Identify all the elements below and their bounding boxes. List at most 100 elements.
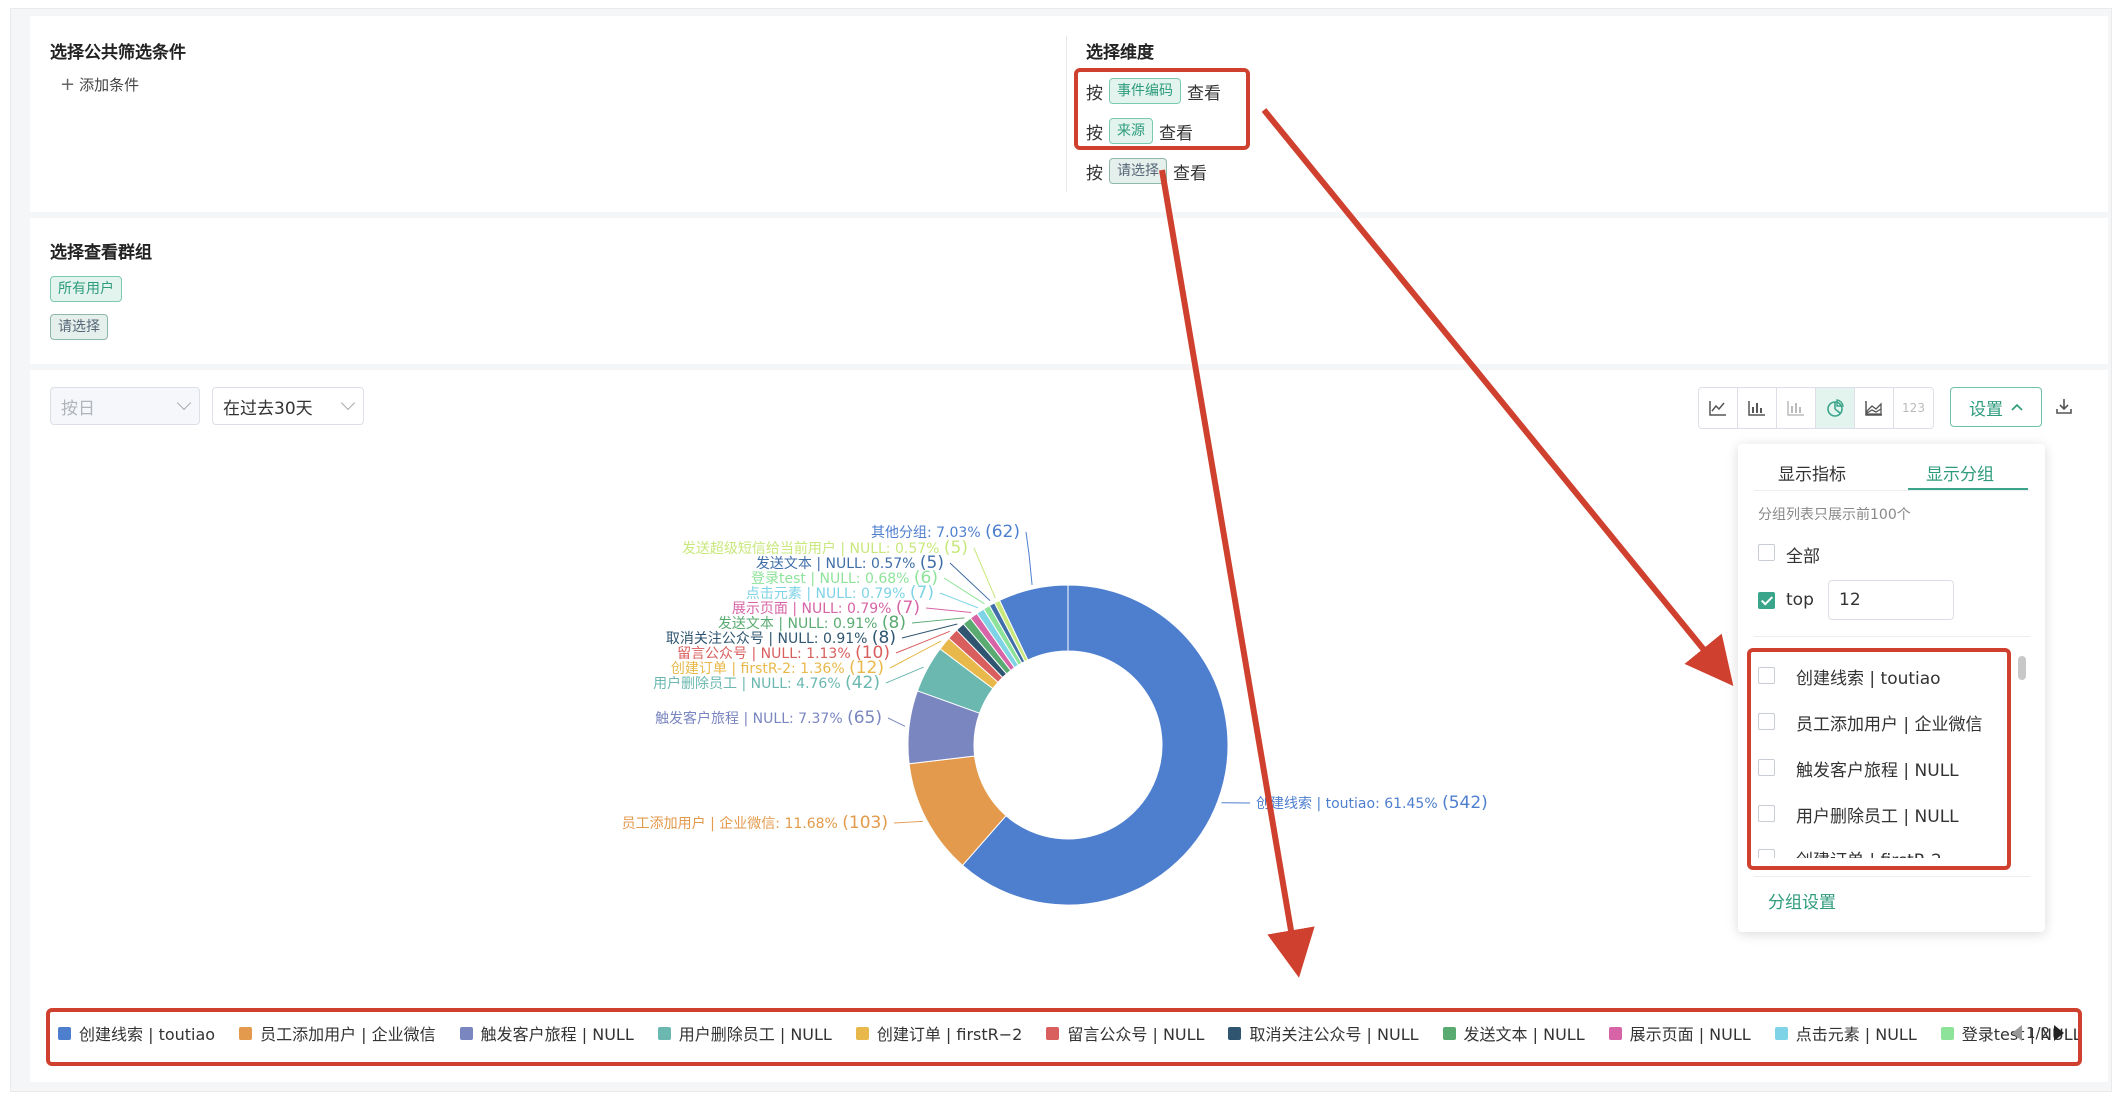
legend-item[interactable]: 用户删除员工 | NULL: [657, 1021, 832, 1045]
time-range-select[interactable]: 在过去30天: [212, 387, 364, 425]
number-button[interactable]: 123: [1894, 388, 1933, 428]
legend-item[interactable]: 取消关注公众号 | NULL: [1228, 1021, 1419, 1045]
granularity-value: 按日: [61, 398, 95, 419]
chevron-down-icon: [176, 395, 192, 411]
legend-label: 取消关注公众号 | NULL: [1249, 1025, 1419, 1044]
chart-legend: 创建线索 | toutiao 员工添加用户 | 企业微信 触发客户旅程 | NULL…: [48, 1008, 2082, 1058]
dimension-suffix: 查看: [1173, 163, 1207, 184]
legend-label: 留言公众号 | NULL: [1067, 1025, 1205, 1044]
tab-show-groups[interactable]: 显示分组: [1926, 465, 1994, 485]
dimension-suffix: 查看: [1187, 83, 1221, 104]
plus-icon: +: [60, 74, 76, 95]
legend-swatch: [1046, 1026, 1060, 1040]
dimension-prefix: 按: [1086, 123, 1103, 144]
number-icon: 123: [1902, 401, 1925, 415]
group-item-label: 创建订单 | firstR-2: [1796, 846, 1942, 858]
group-checkbox[interactable]: [1758, 713, 1775, 730]
line-chart-icon: [1709, 401, 1726, 416]
legend-swatch: [855, 1026, 869, 1040]
group-checkbox[interactable]: [1758, 849, 1775, 858]
legend-item[interactable]: 点击元素 | NULL: [1774, 1021, 1917, 1045]
list-divider: [1754, 636, 2030, 637]
legend-swatch: [657, 1026, 671, 1040]
group-limit-hint: 分组列表只展示前100个: [1758, 507, 1911, 523]
area-chart-button[interactable]: [1855, 388, 1894, 428]
legend-swatch: [459, 1026, 473, 1040]
legend-page-indicator: 1/2: [2026, 1024, 2051, 1042]
legend-swatch: [1442, 1026, 1456, 1040]
legend-label: 发送文本 | NULL: [1463, 1025, 1585, 1044]
dimension-tag-select[interactable]: 请选择: [1109, 158, 1167, 184]
tab-show-metrics[interactable]: 显示指标: [1778, 465, 1846, 485]
dimension-row: 按 事件编码 查看: [1086, 78, 1221, 104]
legend-label: 点击元素 | NULL: [1795, 1025, 1917, 1044]
legend-item[interactable]: 创建线索 | toutiao: [58, 1021, 215, 1045]
filter-title: 选择公共筛选条件: [50, 43, 186, 63]
dimension-suffix: 查看: [1159, 123, 1193, 144]
legend-item[interactable]: 发送文本 | NULL: [1442, 1021, 1585, 1045]
group-settings-link[interactable]: 分组设置: [1768, 893, 1836, 913]
dimension-row: 按 请选择 查看: [1086, 158, 1207, 184]
legend-swatch: [1228, 1026, 1242, 1040]
legend-label: 员工添加用户 | 企业微信: [260, 1025, 436, 1044]
chevron-up-icon: [2011, 403, 2023, 411]
legend-swatch: [1774, 1026, 1788, 1040]
dimension-title: 选择维度: [1086, 43, 1154, 63]
legend-swatch: [239, 1026, 253, 1040]
download-button[interactable]: [2054, 396, 2076, 418]
legend-item[interactable]: 触发客户旅程 | NULL: [459, 1021, 634, 1045]
legend-label: 创建线索 | toutiao: [79, 1025, 216, 1044]
chart-type-switcher: 123: [1698, 387, 1934, 429]
pie-chart-button[interactable]: [1816, 388, 1855, 428]
add-condition-button[interactable]: + 添加条件: [60, 74, 139, 95]
top-label: top: [1786, 590, 1814, 610]
top-checkbox[interactable]: [1758, 592, 1775, 609]
settings-button[interactable]: 设置: [1950, 387, 2042, 427]
legend-label: 触发客户旅程 | NULL: [480, 1025, 634, 1044]
group-tag-all-users[interactable]: 所有用户: [50, 276, 122, 302]
legend-next-icon[interactable]: [2054, 1025, 2065, 1041]
group-title: 选择查看群组: [50, 243, 152, 263]
legend-label: 展示页面 | NULL: [1629, 1025, 1751, 1044]
group-checkbox[interactable]: [1758, 759, 1775, 776]
legend-pager: 1/2: [2012, 1024, 2065, 1042]
group-item-label: 触发客户旅程 | NULL: [1796, 761, 1959, 781]
legend-item[interactable]: 员工添加用户 | 企业微信: [239, 1021, 436, 1045]
tab-divider: [1754, 490, 2030, 491]
group-checkbox[interactable]: [1758, 805, 1775, 822]
all-label: 全部: [1786, 547, 1820, 567]
area-chart-icon: [1865, 401, 1882, 416]
bar-chart-icon: [1748, 401, 1765, 416]
add-condition-label: 添加条件: [79, 76, 140, 94]
group-list-scrollbar[interactable]: [2018, 656, 2026, 680]
dimension-tag-event-code[interactable]: 事件编码: [1109, 78, 1181, 104]
legend-label: 创建订单 | firstR−2: [876, 1025, 1023, 1044]
group-item-label: 用户删除员工 | NULL: [1796, 807, 1959, 827]
chevron-down-icon: [340, 395, 356, 411]
line-chart-button[interactable]: [1699, 388, 1738, 428]
top-count-input[interactable]: [1828, 580, 1954, 620]
legend-prev-icon[interactable]: [2012, 1025, 2022, 1041]
group-tag-select[interactable]: 请选择: [50, 314, 108, 340]
group-checkbox[interactable]: [1758, 667, 1775, 684]
legend-swatch: [1940, 1026, 1954, 1040]
stacked-bar-icon: [1787, 401, 1804, 416]
legend-item[interactable]: 创建订单 | firstR−2: [855, 1021, 1023, 1045]
stacked-bar-button[interactable]: [1777, 388, 1816, 428]
panel-divider: [1066, 36, 1067, 192]
dimension-prefix: 按: [1086, 163, 1103, 184]
granularity-select[interactable]: 按日: [50, 387, 200, 425]
group-item-label: 创建线索 | toutiao: [1796, 669, 1941, 689]
footer-divider: [1754, 876, 2030, 877]
all-checkbox[interactable]: [1758, 544, 1775, 561]
filter-panel: [30, 16, 2108, 212]
legend-swatch: [1608, 1026, 1622, 1040]
time-range-value: 在过去30天: [223, 398, 313, 419]
group-panel: [30, 218, 2108, 364]
dimension-tag-source[interactable]: 来源: [1109, 118, 1153, 144]
bar-chart-button[interactable]: [1738, 388, 1777, 428]
pie-chart-icon: [1827, 399, 1844, 417]
legend-item[interactable]: 展示页面 | NULL: [1608, 1021, 1751, 1045]
download-icon: [2056, 399, 2072, 414]
legend-item[interactable]: 留言公众号 | NULL: [1046, 1021, 1204, 1045]
